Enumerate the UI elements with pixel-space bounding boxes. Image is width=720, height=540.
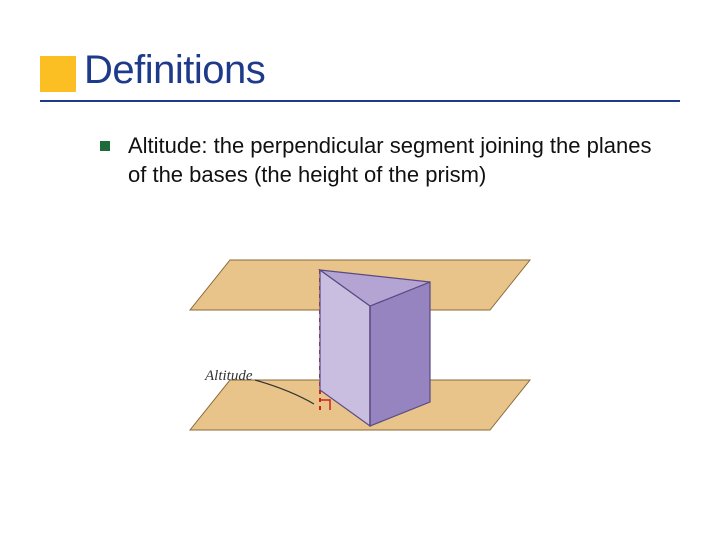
slide-title: Definitions (40, 48, 680, 93)
prism-altitude-figure: Altitude (170, 240, 570, 460)
title-underline (40, 100, 680, 102)
bullet-text: Altitude: the perpendicular segment join… (128, 132, 660, 189)
title-accent-square (40, 56, 76, 92)
bullet-item: Altitude: the perpendicular segment join… (100, 132, 660, 189)
title-block: Definitions (40, 48, 680, 93)
altitude-label: Altitude (204, 368, 253, 384)
body-block: Altitude: the perpendicular segment join… (100, 132, 660, 189)
prism-svg: Altitude (170, 240, 570, 460)
bullet-marker-icon (100, 141, 110, 151)
prism-right-face (370, 282, 430, 426)
